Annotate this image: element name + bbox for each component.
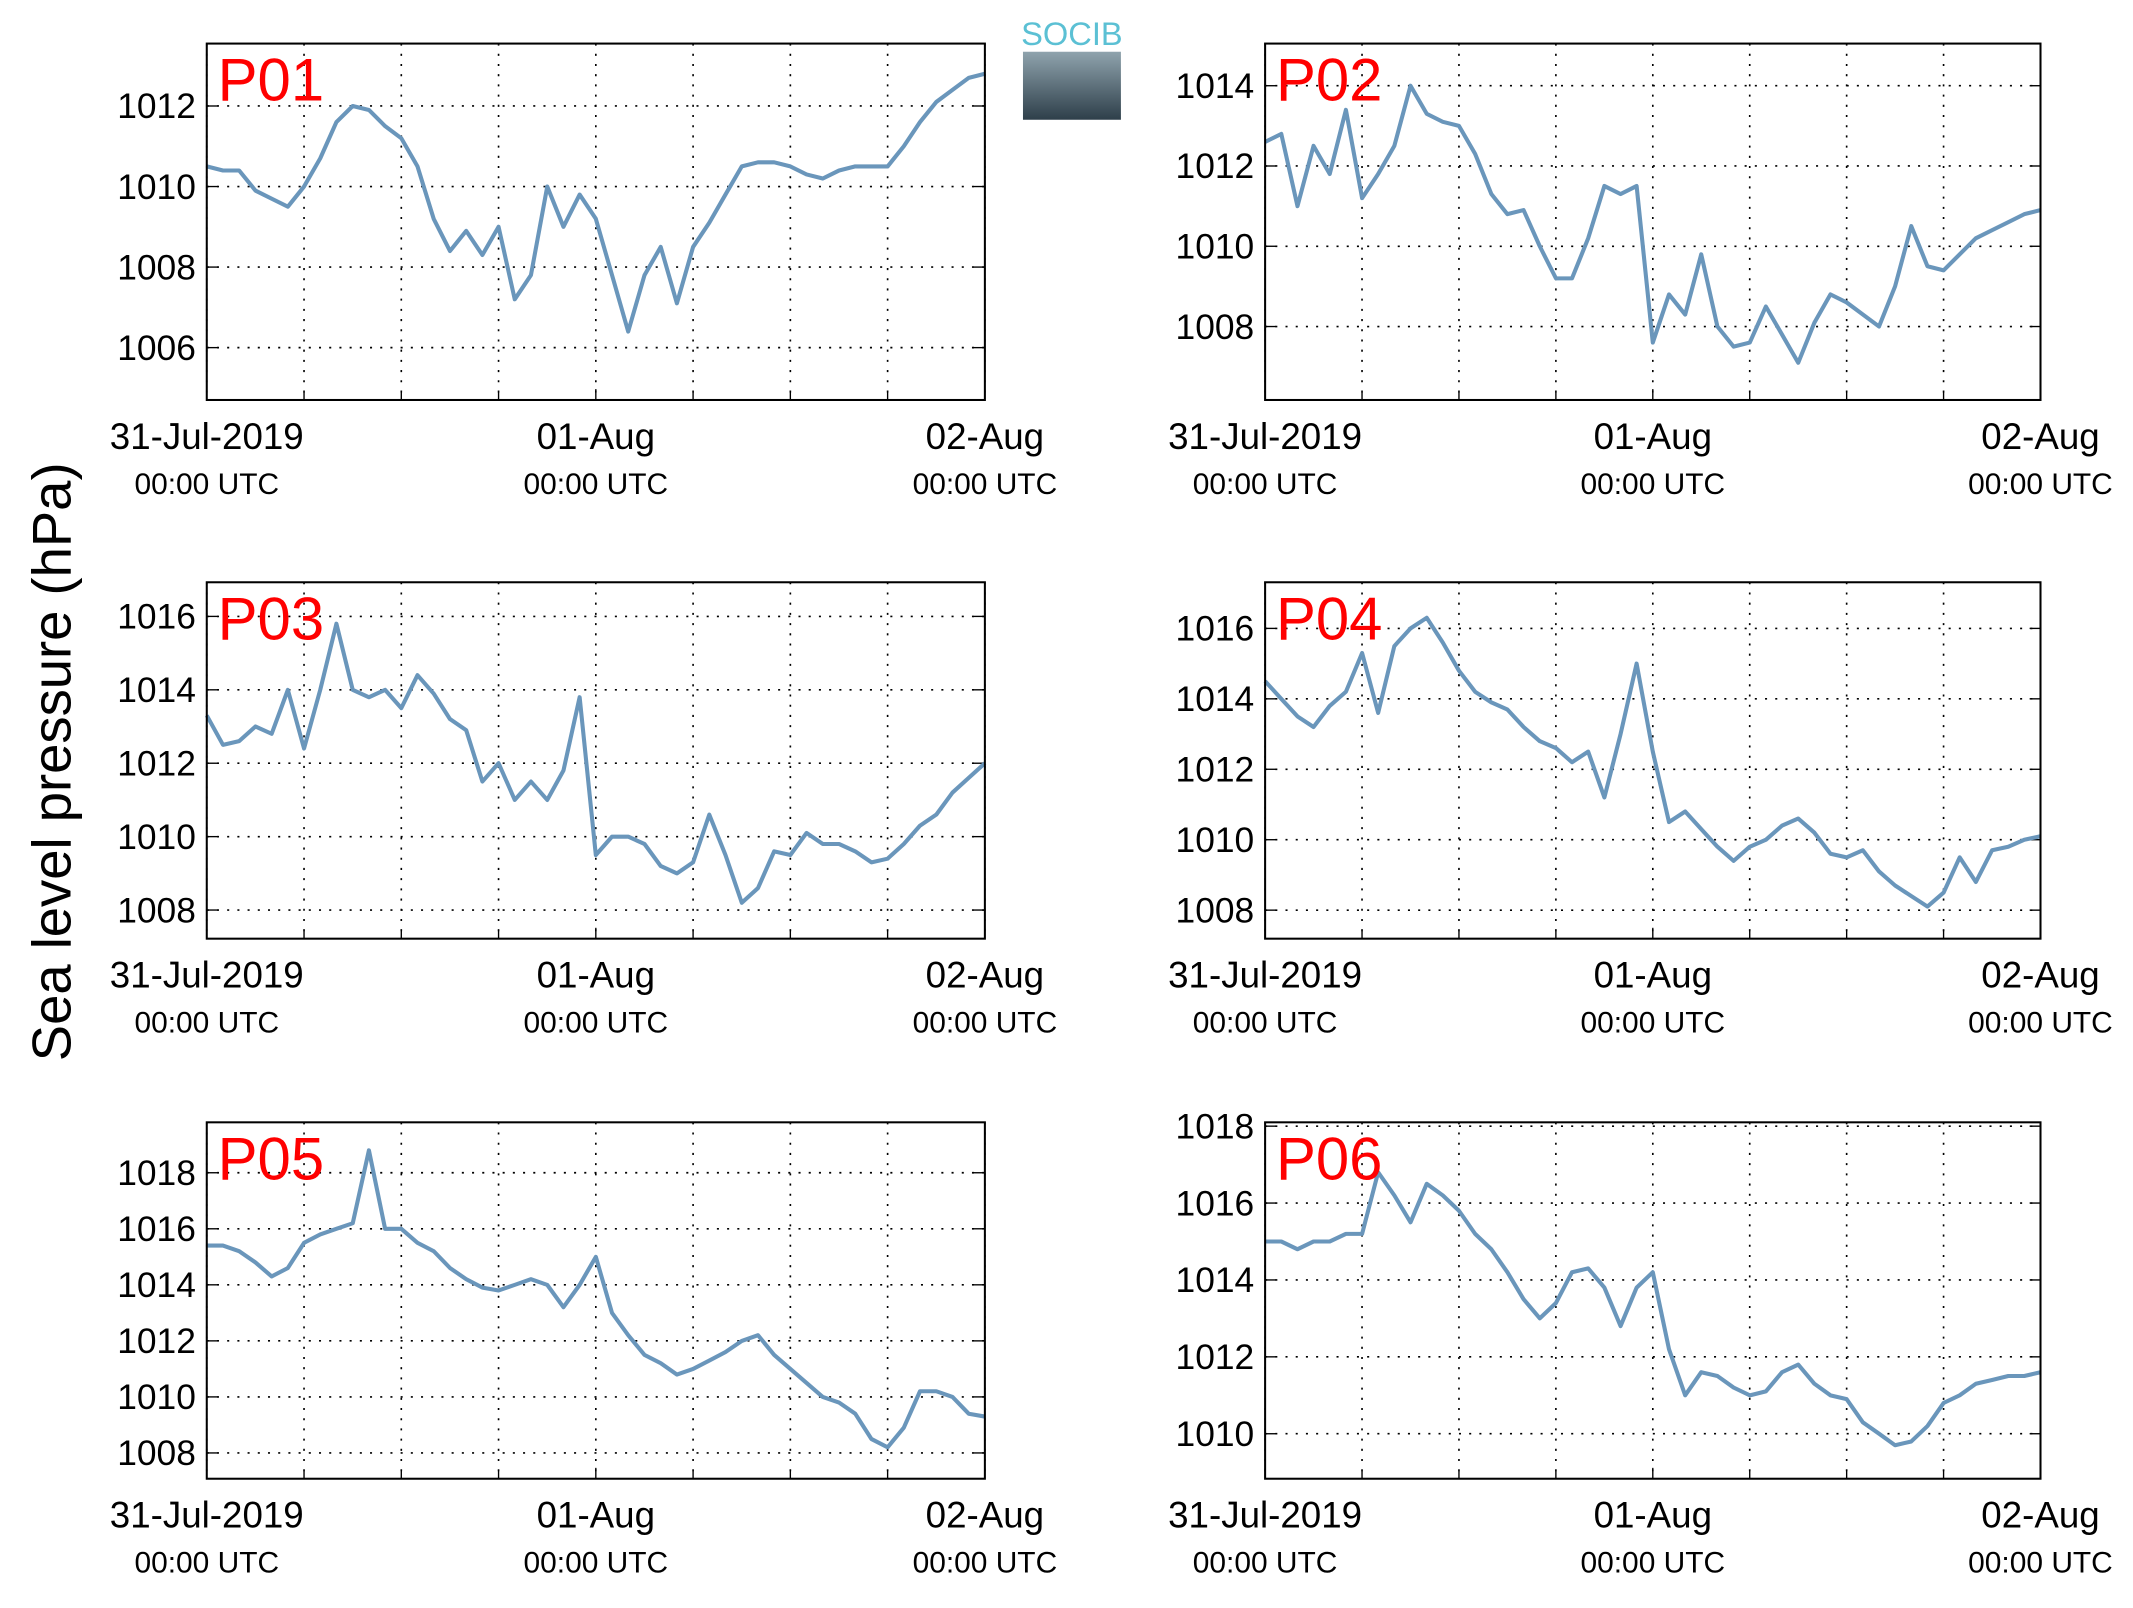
x-tick-label: 31-Jul-2019 <box>110 1495 304 1536</box>
y-tick-label: 1010 <box>1176 1415 1255 1454</box>
x-tick-sublabel: 00:00 UTC <box>1968 1007 2113 1040</box>
y-tick-label: 1010 <box>117 1378 196 1417</box>
panel-label: P05 <box>218 1125 324 1192</box>
x-tick-sublabel: 00:00 UTC <box>1580 1007 1725 1040</box>
x-tick-sublabel: 00:00 UTC <box>524 1007 669 1040</box>
data-line <box>206 1148 986 1450</box>
y-tick-label: 1018 <box>1176 1107 1255 1146</box>
x-tick-label: 02-Aug <box>926 416 1044 457</box>
y-tick-label: 1014 <box>1176 680 1255 719</box>
plot-frame <box>205 1121 986 1480</box>
x-tick-label: 31-Jul-2019 <box>1168 955 1362 996</box>
y-tick-label: 1008 <box>117 891 196 930</box>
data-line <box>1265 1170 2041 1448</box>
data-line <box>1263 615 2041 909</box>
x-tick-sublabel: 00:00 UTC <box>134 468 279 501</box>
plot-frame <box>1264 42 2042 402</box>
x-tick-sublabel: 00:00 UTC <box>913 1007 1058 1040</box>
x-tick-sublabel: 00:00 UTC <box>1193 1547 1338 1580</box>
x-tick-sublabel: 00:00 UTC <box>524 468 669 501</box>
plot-frame <box>205 581 986 940</box>
x-tick-label: 31-Jul-2019 <box>1168 416 1362 457</box>
panel-label: P04 <box>1276 585 1382 652</box>
x-tick-label: 31-Jul-2019 <box>110 955 304 996</box>
x-tick-label: 01-Aug <box>1594 1495 1712 1536</box>
y-tick-label: 1016 <box>117 1210 196 1249</box>
panel-label: P02 <box>1276 47 1382 114</box>
y-tick-label: 1014 <box>1176 67 1255 106</box>
x-tick-label: 02-Aug <box>1981 1495 2099 1536</box>
x-tick-label: 02-Aug <box>1981 416 2099 457</box>
y-tick-label: 1014 <box>117 671 196 710</box>
x-tick-label: 01-Aug <box>1594 955 1712 996</box>
y-tick-label: 1016 <box>117 598 196 637</box>
data-line <box>206 71 986 334</box>
x-tick-label: 01-Aug <box>537 1495 655 1536</box>
y-tick-label: 1012 <box>117 87 196 126</box>
x-tick-sublabel: 00:00 UTC <box>913 1547 1058 1580</box>
x-tick-sublabel: 00:00 UTC <box>134 1547 279 1580</box>
x-tick-sublabel: 00:00 UTC <box>134 1007 279 1040</box>
logo-text: SOCIB <box>1021 15 1123 52</box>
data-line <box>1264 83 2041 365</box>
y-tick-label: 1008 <box>1176 308 1255 347</box>
x-tick-label: 02-Aug <box>926 955 1044 996</box>
y-tick-label: 1008 <box>117 248 196 287</box>
x-tick-label: 02-Aug <box>926 1495 1044 1536</box>
y-tick-label: 1010 <box>1176 821 1255 860</box>
x-tick-sublabel: 00:00 UTC <box>1580 468 1725 501</box>
y-tick-label: 1014 <box>117 1266 196 1305</box>
y-tick-label: 1008 <box>1176 891 1255 930</box>
logo-block <box>1022 51 1121 120</box>
x-tick-sublabel: 00:00 UTC <box>1968 468 2113 501</box>
y-tick-label: 1016 <box>1176 610 1255 649</box>
y-tick-label: 1016 <box>1176 1184 1255 1223</box>
x-tick-sublabel: 00:00 UTC <box>524 1547 669 1580</box>
y-tick-label: 1012 <box>1176 751 1255 790</box>
y-tick-label: 1018 <box>117 1154 196 1193</box>
x-tick-sublabel: 00:00 UTC <box>1193 1007 1338 1040</box>
y-tick-label: 1012 <box>117 744 196 783</box>
panel-label: P01 <box>218 47 324 114</box>
plot-frame <box>1264 1121 2042 1480</box>
y-tick-label: 1012 <box>117 1322 196 1361</box>
y-tick-label: 1008 <box>117 1434 196 1473</box>
plot-frame <box>1264 581 2042 940</box>
y-tick-label: 1006 <box>117 329 196 368</box>
x-tick-label: 31-Jul-2019 <box>1168 1495 1362 1536</box>
y-tick-label: 1010 <box>1176 228 1255 267</box>
x-tick-sublabel: 00:00 UTC <box>1193 468 1338 501</box>
x-tick-label: 01-Aug <box>1594 416 1712 457</box>
plot-frame <box>205 42 986 402</box>
y-tick-label: 1010 <box>117 168 196 207</box>
x-tick-label: 02-Aug <box>1981 955 2099 996</box>
x-tick-label: 01-Aug <box>537 955 655 996</box>
y-tick-label: 1010 <box>117 818 196 857</box>
y-tick-label: 1012 <box>1176 147 1255 186</box>
y-tick-label: 1012 <box>1176 1338 1255 1377</box>
x-tick-sublabel: 00:00 UTC <box>1968 1547 2113 1580</box>
y-axis-label: Sea level pressure (hPa) <box>22 462 83 1061</box>
x-tick-sublabel: 00:00 UTC <box>913 468 1058 501</box>
panel-label: P03 <box>218 585 324 652</box>
panel-label: P06 <box>1276 1125 1382 1192</box>
x-tick-label: 31-Jul-2019 <box>110 416 304 457</box>
data-line <box>204 621 987 905</box>
x-tick-label: 01-Aug <box>537 416 655 457</box>
y-tick-label: 1014 <box>1176 1261 1255 1300</box>
x-tick-sublabel: 00:00 UTC <box>1580 1547 1725 1580</box>
